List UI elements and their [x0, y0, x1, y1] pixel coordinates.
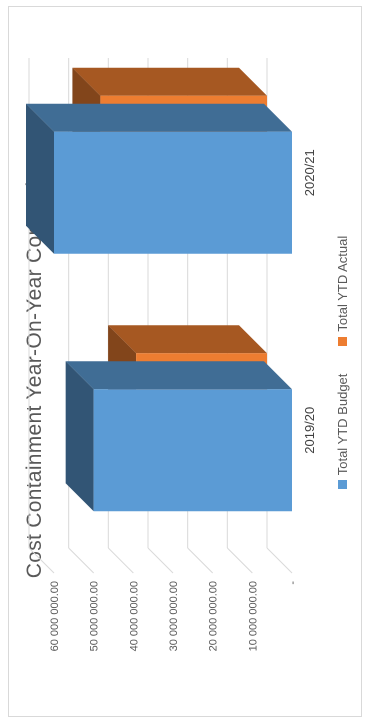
legend-swatch-actual [338, 336, 347, 346]
bar-side-budget [65, 361, 292, 390]
gridline-diagonal [187, 547, 214, 574]
gridline-diagonal [147, 547, 174, 574]
category-label: 2020/21 [302, 149, 317, 196]
bar-budget [54, 131, 292, 254]
legend-swatch-budget [338, 480, 347, 490]
bar-side-actual [108, 325, 267, 354]
y-tick-label: - [287, 581, 299, 585]
bar-budget [93, 389, 292, 512]
y-tick-label: 30 000 000.00 [168, 581, 180, 651]
y-tick-label: 50 000 000.00 [89, 581, 101, 651]
bar-top-budget [26, 103, 54, 254]
category-label: 2019/20 [302, 407, 317, 454]
bar-side-budget [26, 103, 292, 132]
chart-frame: Cost Containment Year-On-Year Comparison… [8, 6, 362, 717]
legend-label-budget: Total YTD Budget [335, 373, 350, 476]
y-tick-label: 60 000 000.00 [49, 581, 61, 651]
gridline-diagonal [266, 547, 293, 574]
y-tick-label: 40 000 000.00 [128, 581, 140, 651]
legend-label-actual: Total YTD Actual [335, 235, 350, 332]
y-tick-label: 20 000 000.00 [208, 581, 220, 651]
bar-side-actual [72, 67, 267, 96]
gridline-diagonal [68, 547, 95, 574]
legend: Total YTD Budget Total YTD Actual [335, 7, 350, 718]
gridline-diagonal [107, 547, 134, 574]
chart-plot: - 10 000 000.00 20 000 000.00 30 000 000.00… [26, 58, 317, 651]
y-tick-label: 10 000 000.00 [247, 581, 259, 651]
gridline-diagonal [28, 547, 55, 574]
chart-canvas: Cost Containment Year-On-Year Comparison… [9, 7, 363, 718]
gridline-diagonal [226, 547, 253, 574]
legend-item-budget: Total YTD Budget [335, 374, 350, 490]
bar-top-budget [65, 361, 94, 512]
legend-item-actual: Total YTD Actual [335, 236, 350, 346]
